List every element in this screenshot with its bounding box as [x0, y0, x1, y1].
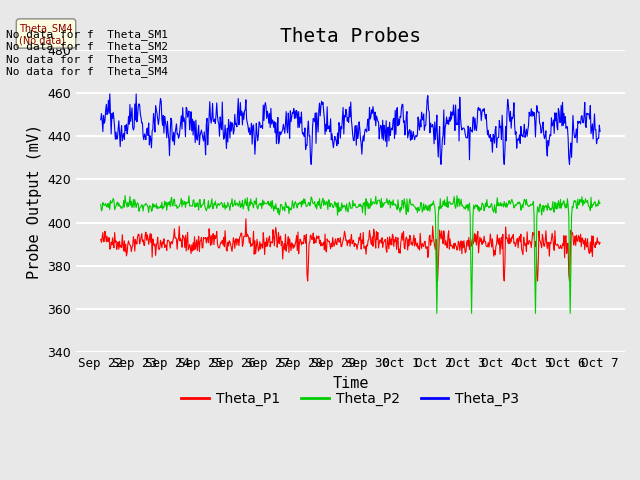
- Theta_P1: [106, 246, 114, 252]
- Theta_P3: [209, 100, 216, 106]
- Theta_P3: [97, 117, 104, 123]
- Theta_P3: [235, 122, 243, 128]
- Theta_P1: [97, 237, 104, 242]
- Theta_P2: [158, 199, 166, 205]
- Theta_P3: [307, 161, 315, 167]
- Theta_P3: [106, 91, 114, 97]
- Title: Theta Probes: Theta Probes: [280, 26, 421, 46]
- Theta_P2: [433, 311, 441, 316]
- X-axis label: Time: Time: [332, 376, 369, 391]
- Line: Theta_P3: Theta_P3: [100, 94, 600, 164]
- Theta_P2: [209, 206, 216, 212]
- Theta_P2: [235, 201, 243, 207]
- Text: No data for f  Theta_SM1
No data for f  Theta_SM2
No data for f  Theta_SM3
No da: No data for f Theta_SM1 No data for f Th…: [6, 29, 168, 77]
- Theta_P2: [97, 202, 104, 207]
- Line: Theta_P2: Theta_P2: [100, 195, 600, 313]
- Theta_P1: [596, 240, 604, 245]
- Y-axis label: Probe Output (mV): Probe Output (mV): [26, 123, 42, 278]
- Theta_P2: [426, 208, 434, 214]
- Theta_P1: [157, 240, 165, 246]
- Theta_P1: [234, 237, 242, 242]
- Theta_P3: [412, 132, 420, 138]
- Theta_P1: [304, 278, 312, 284]
- Theta_P2: [412, 204, 419, 210]
- Theta_P3: [427, 120, 435, 126]
- Theta_P3: [107, 109, 115, 115]
- Theta_P1: [242, 216, 250, 222]
- Theta_P2: [121, 192, 129, 198]
- Theta_P3: [158, 117, 166, 122]
- Theta_P1: [412, 241, 420, 247]
- Theta_P2: [596, 200, 604, 206]
- Theta_P3: [596, 129, 604, 134]
- Theta_P2: [106, 207, 114, 213]
- Line: Theta_P1: Theta_P1: [100, 219, 600, 281]
- Legend: Theta_P1, Theta_P2, Theta_P3: Theta_P1, Theta_P2, Theta_P3: [176, 386, 525, 412]
- Theta_P1: [427, 242, 435, 248]
- Theta_P1: [208, 242, 216, 248]
- Text: Theta_SM4
(No data): Theta_SM4 (No data): [19, 23, 73, 45]
